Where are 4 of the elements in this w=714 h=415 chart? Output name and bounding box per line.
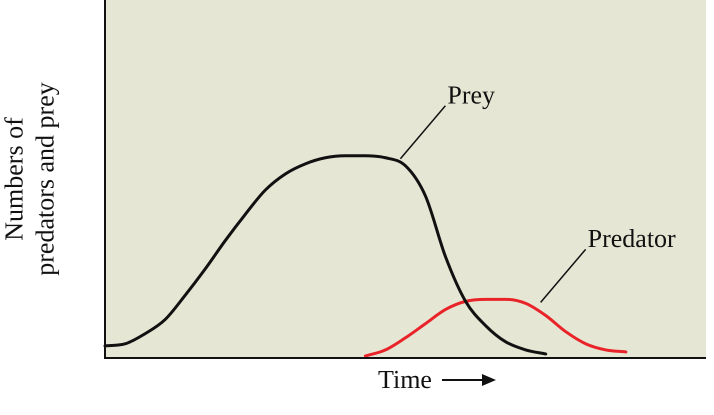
text: Predator — [588, 224, 676, 254]
y-axis-title: Numbers of predators and prey — [0, 82, 60, 276]
text: Prey — [447, 80, 496, 110]
x-axis-title: Time — [378, 365, 432, 395]
